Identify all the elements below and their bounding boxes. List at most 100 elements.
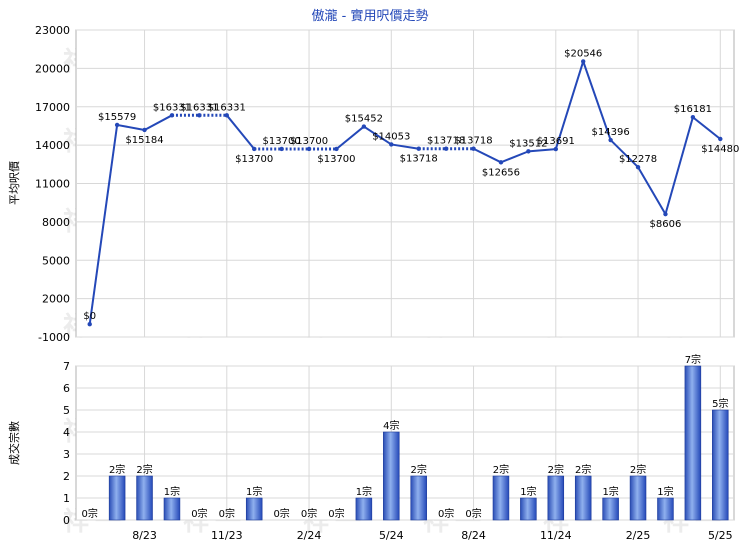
volume-bar [520,497,537,521]
price-label: $13700 [290,136,328,147]
price-labels: $0$15579$15184$16331$16331$16331$13700$1… [83,48,739,322]
volume-bar [355,497,373,521]
volume-bar [410,475,427,521]
price-label: $14053 [372,131,410,142]
volume-label: 1宗 [602,485,618,498]
price-label: $15452 [345,114,383,125]
line-y-tick: -1000 [38,331,70,344]
price-label: $13700 [263,136,301,147]
price-point [663,211,668,217]
price-label: $13700 [317,154,355,165]
price-line-segment [88,124,119,325]
price-label: $13718 [454,136,492,147]
price-label: $12656 [482,167,520,178]
volume-label: 0宗 [82,507,98,520]
volume-label: 2宗 [411,463,427,476]
price-line-segment [637,166,667,215]
price-label: $13718 [400,154,438,165]
price-point [553,146,558,152]
bar-plot-area [75,365,735,521]
line-y-tick: 11000 [35,178,70,191]
price-point [498,160,504,165]
bar-x-tick: 11/24 [540,529,572,542]
price-point [608,137,613,143]
volume-bar [712,409,729,521]
bar-grid [76,365,734,521]
volume-label: 0宗 [273,507,289,520]
price-point [169,113,175,118]
volume-label: 1宗 [246,485,262,498]
bar-y-tick: 3 [63,448,70,461]
price-point [526,149,531,154]
price-line-segment [226,114,255,150]
price-label: $12278 [619,154,657,165]
price-label: $13512 [509,138,547,149]
price-line-segment [391,143,419,150]
price-point [690,115,696,120]
volume-label: 0宗 [465,507,481,520]
bar-x-tick: 11/23 [211,529,243,542]
price-point [581,59,586,64]
price-point [224,113,229,118]
chart-title: 傲瀧 - 實用呎價走勢 [312,8,429,24]
volume-label: 2宗 [630,463,646,476]
price-line-segment [609,139,639,168]
volume-label: 5宗 [712,397,728,410]
price-point [279,146,284,152]
volume-bar [574,475,592,521]
volume-labels: 0宗 2宗 2宗 1宗 0宗 0宗 1宗 0宗 0宗 0宗 1宗 4宗 2宗 0宗 0宗 2宗 1宗 2宗 2宗 1宗… [82,353,729,520]
bar-x-tick: 8/24 [461,529,486,542]
price-point [114,122,120,128]
line-grid [76,29,734,338]
volume-bar [547,475,565,521]
bar-y-tick: 2 [63,470,70,483]
volume-bar [108,475,126,521]
price-label: $16331 [153,102,191,113]
price-line-segment [528,148,556,153]
price-point [389,142,394,147]
price-point [718,136,723,142]
price-line-segment [554,61,585,150]
line-y-tick: 20000 [35,62,70,75]
price-line-segment [664,116,694,215]
volume-label: 1宗 [164,485,180,498]
price-label: $14480 [701,144,739,155]
price-point [306,146,312,152]
line-y-tick: 17000 [35,101,70,114]
volume-bar [163,497,181,521]
bar-x-tick: 2/24 [297,529,322,542]
bar-x-ticks: 8/23 11/23 2/24 5/24 8/24 11/24 2/25 5/25 [132,529,732,542]
bar-x-tick: 5/24 [379,529,404,542]
volume-label: 0宗 [301,507,317,520]
line-y-ticks: -1000 2000 5000 8000 11000 14000 17000 20000 230… [35,24,70,344]
price-point [252,146,257,152]
price-label: $0 [83,311,96,322]
price-line-segment [473,147,502,164]
line-y-tick: 23000 [35,24,70,37]
price-line-segment [582,61,612,141]
price-point [142,127,147,133]
price-point [635,164,641,170]
volume-label: 2宗 [575,463,591,476]
price-point [443,146,449,151]
price-line-segment [116,123,145,131]
bar-x-tick: 2/25 [626,529,651,542]
price-label: $13691 [537,136,575,147]
price-line-segment [363,125,392,146]
price-point [416,146,421,151]
line-y-tick: 2000 [42,293,70,306]
line-y-tick: 5000 [42,254,70,267]
volume-label: 2宗 [136,463,152,476]
price-line-segment [335,125,365,150]
price-label: $15184 [125,135,163,146]
line-y-axis-label: 平均呎價 [7,161,21,205]
line-y-tick: 8000 [42,216,70,229]
price-point [197,113,202,118]
volume-label: 1宗 [520,485,536,498]
volume-label: 0宗 [328,507,344,520]
bar-y-ticks: 0 1 2 3 4 5 6 7 [63,360,70,527]
volume-bar [136,475,153,521]
price-series [88,61,721,325]
price-line-segment [500,150,529,164]
